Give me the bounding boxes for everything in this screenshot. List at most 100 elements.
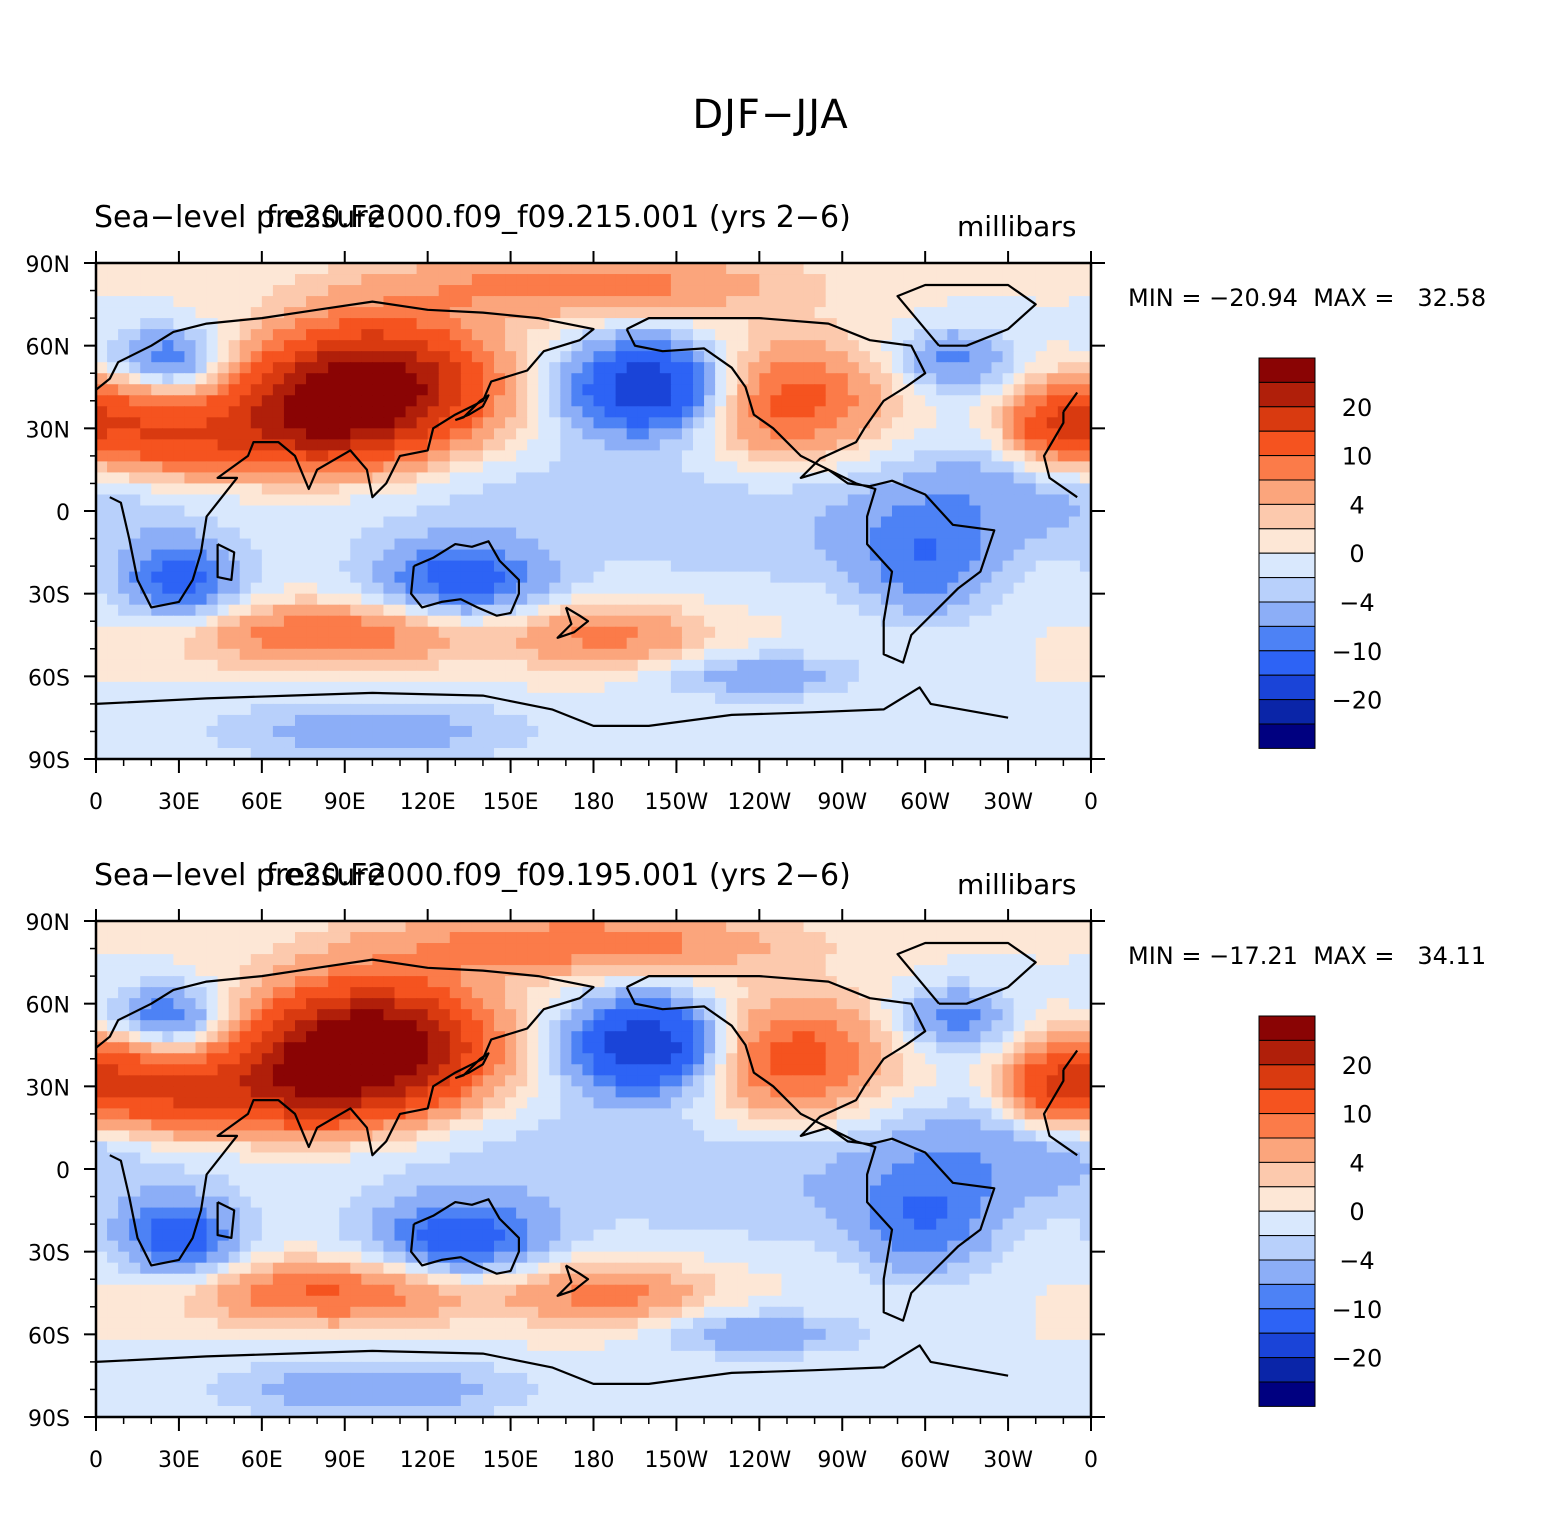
heatmap-cell <box>283 362 296 374</box>
heatmap-cell <box>814 406 827 418</box>
heatmap-cell <box>659 395 672 407</box>
heatmap-cell <box>394 659 407 672</box>
heatmap-cell <box>372 1009 385 1021</box>
heatmap-cell <box>803 395 816 407</box>
heatmap-cell <box>140 527 152 540</box>
heatmap-cell <box>969 494 982 507</box>
heatmap-cell <box>560 582 572 595</box>
heatmap-cell <box>272 692 285 705</box>
heatmap-cell <box>239 571 252 584</box>
heatmap-cell <box>460 615 473 628</box>
heatmap-cell <box>195 450 208 462</box>
heatmap-cell <box>1068 703 1081 716</box>
heatmap-cell <box>118 1009 130 1021</box>
heatmap-cell <box>261 998 274 1010</box>
heatmap-cell <box>361 549 373 562</box>
heatmap-cell <box>869 747 882 760</box>
heatmap-cell <box>239 428 252 440</box>
heatmap-cell <box>637 527 650 540</box>
heatmap-cell <box>991 373 1004 385</box>
heatmap-cell <box>140 285 152 297</box>
heatmap-cell <box>527 340 539 352</box>
heatmap-cell <box>107 736 119 749</box>
heatmap-cell <box>759 505 771 518</box>
heatmap-cell <box>681 538 694 551</box>
heatmap-cell <box>969 582 982 595</box>
heatmap-cell <box>1035 263 1048 275</box>
heatmap-cell <box>438 725 451 738</box>
heatmap-cell <box>206 538 219 551</box>
heatmap-cell <box>272 417 285 429</box>
heatmap-cell <box>770 351 783 363</box>
heatmap-cell <box>383 439 396 451</box>
heatmap-cell <box>516 626 528 639</box>
heatmap-cell <box>1079 362 1092 374</box>
heatmap-cell <box>770 516 783 529</box>
heatmap-cell <box>173 943 186 955</box>
heatmap-cell <box>482 505 495 518</box>
heatmap-cell <box>482 428 495 440</box>
heatmap-cell <box>726 450 738 462</box>
heatmap-cell <box>947 472 959 485</box>
heatmap-cell <box>704 965 716 977</box>
heatmap-cell <box>560 274 572 286</box>
heatmap-cell <box>494 461 506 474</box>
heatmap-cell <box>350 285 362 297</box>
heatmap-cell <box>925 373 937 385</box>
heatmap-cell <box>781 362 794 374</box>
heatmap-cell <box>438 428 451 440</box>
heatmap-cell <box>836 670 849 683</box>
heatmap-cell <box>449 263 462 275</box>
heatmap-cell <box>195 670 208 683</box>
heatmap-cell <box>394 483 407 496</box>
heatmap-cell <box>681 417 694 429</box>
heatmap-cell <box>339 637 351 650</box>
heatmap-cell <box>184 384 197 396</box>
heatmap-cell <box>471 703 484 716</box>
heatmap-cell <box>858 329 871 341</box>
heatmap-cell <box>162 494 174 507</box>
heatmap-cell <box>969 943 982 955</box>
heatmap-cell <box>405 362 418 374</box>
heatmap-cell <box>317 395 329 407</box>
heatmap-cell <box>880 351 893 363</box>
heatmap-cell <box>936 373 948 385</box>
heatmap-cell <box>737 725 749 738</box>
heatmap-cell <box>460 274 473 286</box>
heatmap-cell <box>151 307 163 319</box>
heatmap-cell <box>958 681 970 694</box>
heatmap-cell <box>427 494 440 507</box>
heatmap-cell <box>1057 954 1070 966</box>
heatmap-cell <box>206 274 219 286</box>
heatmap-cell <box>427 571 440 584</box>
heatmap-cell <box>748 362 760 374</box>
heatmap-cell <box>604 615 617 628</box>
heatmap-cell <box>869 615 882 628</box>
heatmap-cell <box>1068 692 1081 705</box>
heatmap-cell <box>471 483 484 496</box>
heatmap-cell <box>549 307 561 319</box>
heatmap-cell <box>427 954 440 966</box>
heatmap-cell <box>405 615 418 628</box>
heatmap-cell <box>306 461 318 474</box>
heatmap-cell <box>328 714 340 727</box>
heatmap-cell <box>991 560 1004 573</box>
heatmap-cell <box>715 329 727 341</box>
heatmap-cell <box>361 604 373 617</box>
heatmap-cell <box>173 725 186 738</box>
heatmap-cell <box>173 384 186 396</box>
heatmap-cell <box>527 593 539 606</box>
heatmap-cell <box>361 659 373 672</box>
heatmap-cell <box>228 692 241 705</box>
heatmap-cell <box>681 703 694 716</box>
heatmap-cell <box>836 505 849 518</box>
heatmap-cell <box>538 626 550 639</box>
heatmap-cell <box>947 692 959 705</box>
heatmap-cell <box>195 494 208 507</box>
heatmap-cell <box>261 1009 274 1021</box>
heatmap-cell <box>715 549 727 562</box>
heatmap-cell <box>560 692 572 705</box>
heatmap-cell <box>162 659 174 672</box>
heatmap-cell <box>482 549 495 562</box>
heatmap-cell <box>648 681 661 694</box>
